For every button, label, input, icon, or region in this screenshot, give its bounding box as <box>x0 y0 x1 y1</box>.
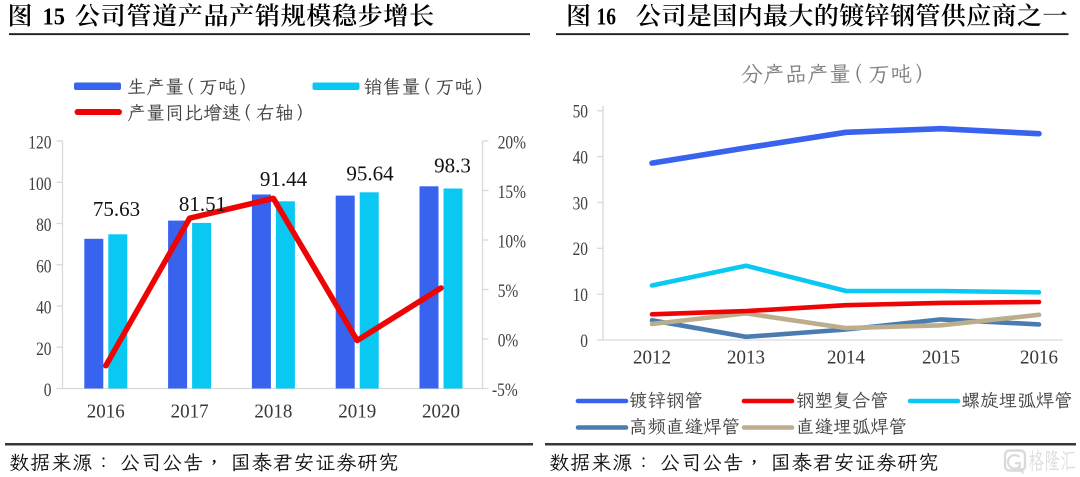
svg-text:75.63: 75.63 <box>93 197 140 221</box>
svg-text:95.64: 95.64 <box>346 162 394 186</box>
svg-text:40: 40 <box>573 147 588 168</box>
svg-text:2017: 2017 <box>171 401 209 422</box>
svg-text:20%: 20% <box>498 133 526 154</box>
svg-text:20: 20 <box>573 239 588 260</box>
svg-text:15%: 15% <box>498 182 526 203</box>
svg-text:2012: 2012 <box>633 347 671 368</box>
svg-text:-5%: -5% <box>492 380 518 401</box>
svg-text:0%: 0% <box>498 331 519 352</box>
svg-text:2016: 2016 <box>1020 347 1058 368</box>
svg-text:98.3: 98.3 <box>434 153 471 177</box>
svg-text:30: 30 <box>573 193 588 214</box>
svg-text:16: 16 <box>597 5 617 31</box>
svg-text:2016: 2016 <box>87 401 125 422</box>
svg-text:20: 20 <box>36 339 51 360</box>
svg-text:5%: 5% <box>498 281 519 302</box>
svg-text:10%: 10% <box>498 232 526 253</box>
svg-text:60: 60 <box>36 256 51 277</box>
svg-text:91.44: 91.44 <box>260 167 308 191</box>
svg-text:2018: 2018 <box>254 401 292 422</box>
svg-text:2020: 2020 <box>422 401 460 422</box>
svg-text:81.51: 81.51 <box>179 192 226 216</box>
svg-text:2013: 2013 <box>727 347 765 368</box>
svg-text:120: 120 <box>28 133 51 154</box>
svg-text:10: 10 <box>573 285 588 306</box>
svg-text:40: 40 <box>36 298 51 319</box>
svg-text:15: 15 <box>43 5 66 31</box>
svg-text:50: 50 <box>573 102 588 123</box>
svg-text:100: 100 <box>28 174 51 195</box>
svg-text:2014: 2014 <box>827 347 865 368</box>
svg-text:0: 0 <box>44 380 52 401</box>
svg-text:80: 80 <box>36 215 51 236</box>
svg-text:2015: 2015 <box>922 347 960 368</box>
svg-text:0: 0 <box>580 331 588 352</box>
svg-text:2019: 2019 <box>338 401 376 422</box>
